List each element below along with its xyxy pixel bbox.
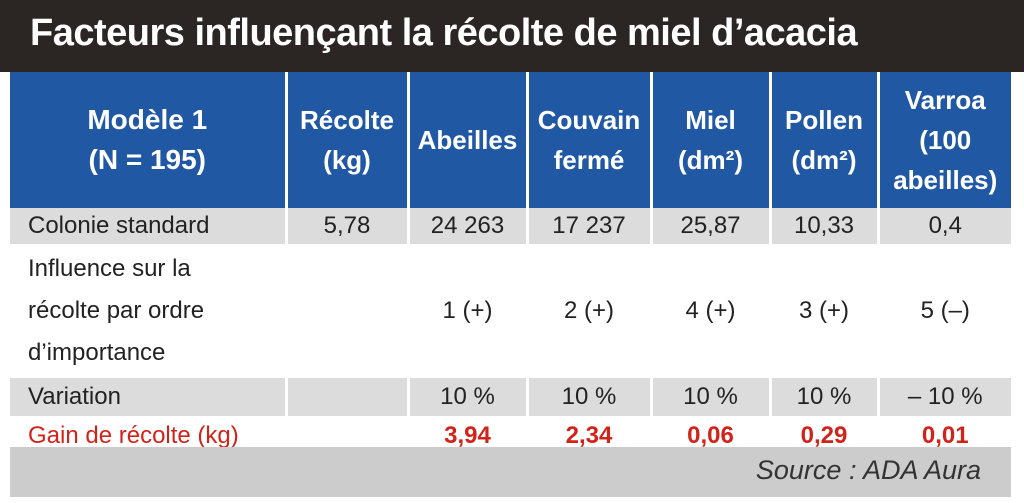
source-bar: Source : ADA Aura	[10, 447, 1011, 497]
header-varroa-line1: Varroa	[904, 85, 986, 115]
cell-miel: 4 (+)	[651, 244, 772, 378]
data-table: Modèle 1 (N = 195) Récolte (kg) Abeilles…	[10, 72, 1011, 456]
header-abeilles: Abeilles	[408, 72, 529, 208]
row-label-line1: Influence sur la	[28, 255, 191, 282]
cell-pollen: 10 %	[770, 378, 880, 416]
row-label-line3: d’importance	[28, 339, 166, 366]
header-pollen-line1: Pollen	[784, 105, 863, 135]
cell-recolte	[286, 244, 410, 378]
header-varroa: Varroa (100 abeilles)	[878, 72, 1011, 208]
title-bar: Facteurs influençant la récolte de miel …	[0, 0, 1024, 72]
source-credit: Source : ADA Aura	[755, 455, 981, 485]
cell-pollen: 3 (+)	[770, 244, 880, 378]
cell-varroa: 5 (–)	[878, 244, 1011, 378]
cell-abeilles: 24 263	[408, 208, 529, 244]
table-row-influence: Influence sur la récolte par ordre d’imp…	[10, 244, 1011, 378]
cell-miel: 25,87	[651, 208, 772, 244]
cell-miel: 10 %	[651, 378, 772, 416]
page-title: Facteurs influençant la récolte de miel …	[30, 12, 858, 54]
row-label: Influence sur la récolte par ordre d’imp…	[10, 244, 288, 378]
header-model: Modèle 1 (N = 195)	[10, 72, 288, 208]
header-couvain-line2: fermé	[553, 145, 625, 175]
row-label-line2: récolte par ordre	[28, 297, 205, 324]
cell-couvain: 2 (+)	[527, 244, 653, 378]
cell-recolte	[286, 378, 410, 416]
header-abeilles-label: Abeilles	[417, 125, 518, 155]
header-recolte: Récolte (kg)	[286, 72, 410, 208]
header-model-line1: Modèle 1	[87, 104, 208, 135]
cell-varroa: 0,4	[878, 208, 1011, 244]
header-recolte-line1: Récolte	[300, 105, 394, 135]
header-couvain: Couvain fermé	[527, 72, 653, 208]
header-pollen: Pollen (dm²)	[770, 72, 880, 208]
header-miel-line1: Miel	[685, 105, 736, 135]
table-row-variation: Variation 10 % 10 % 10 % 10 % – 10 %	[10, 378, 1011, 416]
cell-abeilles: 1 (+)	[408, 244, 529, 378]
row-label: Variation	[10, 378, 288, 416]
cell-couvain: 10 %	[527, 378, 653, 416]
header-varroa-line3: abeilles)	[893, 165, 998, 195]
cell-pollen: 10,33	[770, 208, 880, 244]
header-miel: Miel (dm²)	[651, 72, 772, 208]
header-couvain-line1: Couvain	[537, 105, 641, 135]
row-label: Colonie standard	[10, 208, 288, 244]
header-recolte-line2: (kg)	[323, 145, 371, 175]
cell-couvain: 17 237	[527, 208, 653, 244]
header-pollen-line2: (dm²)	[791, 145, 857, 175]
header-miel-line2: (dm²)	[678, 145, 743, 175]
cell-varroa: – 10 %	[878, 378, 1011, 416]
header-varroa-line2: (100	[919, 125, 972, 155]
cell-abeilles: 10 %	[408, 378, 529, 416]
table-row-standard: Colonie standard 5,78 24 263 17 237 25,8…	[10, 208, 1011, 244]
cell-recolte: 5,78	[286, 208, 410, 244]
header-model-line2: (N = 195)	[88, 144, 207, 175]
header-row: Modèle 1 (N = 195) Récolte (kg) Abeilles…	[10, 72, 1011, 208]
